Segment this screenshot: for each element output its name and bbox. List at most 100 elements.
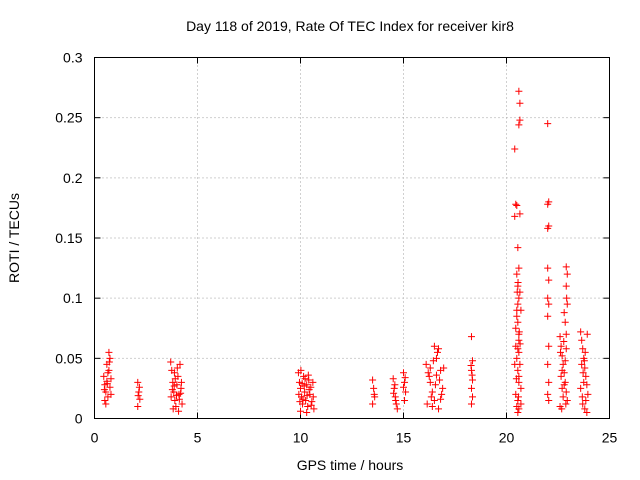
data-point [511,360,519,368]
data-point [514,300,522,308]
data-point [545,276,553,284]
data-point [106,383,114,391]
data-point [135,383,143,391]
plot-frame [94,57,610,419]
data-point [514,366,522,374]
x-tick-label: 20 [499,430,515,446]
data-point [391,381,399,389]
data-point [514,244,522,252]
y-axis-label: ROTI / TECUs [6,193,22,283]
data-point [562,330,570,338]
data-point [580,378,588,386]
data-point [105,348,113,356]
data-point [578,393,586,401]
data-point [515,348,523,356]
data-point [392,396,400,404]
data-point [557,372,565,380]
data-point [170,369,178,377]
data-point [436,376,444,384]
data-point [175,395,183,403]
data-point [370,390,378,398]
y-tick-label: 0.05 [55,350,82,366]
data-point [557,342,565,350]
data-point [467,333,475,341]
data-point [301,388,309,396]
data-point [558,352,566,360]
data-point [171,396,179,404]
data-point [578,360,586,368]
data-point [556,348,564,356]
data-point [100,372,108,380]
data-point [392,400,400,408]
data-point [170,382,178,390]
data-point [107,375,115,383]
data-point [515,121,523,129]
data-point [369,376,377,384]
data-point [579,369,587,377]
data-point [423,400,431,408]
data-point [516,116,524,124]
data-point [168,386,176,394]
data-point [516,210,524,218]
data-point [581,405,589,413]
chart-title: Day 118 of 2019, Rate Of TEC Index for r… [186,18,514,34]
y-tick-label: 0.15 [55,230,82,246]
grid [94,57,610,419]
data-point [517,384,525,392]
data-point [296,398,304,406]
data-point [369,400,377,408]
data-point [297,366,305,374]
data-point [424,369,432,377]
data-point [581,348,589,356]
data-point [172,392,180,400]
data-point [428,402,436,410]
data-point [304,402,312,410]
data-point [370,384,378,392]
data-point [514,279,522,287]
data-point [544,294,552,302]
data-point [309,378,317,386]
data-point [544,390,552,398]
x-tick-label: 25 [602,430,618,446]
data-point [177,389,185,397]
data-point [545,396,553,404]
data-point [558,405,566,413]
data-point [428,388,436,396]
data-point [400,369,407,377]
data-point [544,360,552,368]
data-point [562,400,570,408]
data-point [562,282,570,290]
data-point [512,324,520,332]
data-point [560,337,568,345]
data-point [104,369,112,377]
data-point [579,400,587,408]
data-point [102,400,110,408]
data-point [401,396,409,404]
data-point [171,375,179,383]
data-point [545,300,553,308]
data-point [431,381,439,389]
data-point [297,384,304,392]
data-point [422,360,430,368]
data-point [430,342,438,350]
data-point [435,345,443,353]
data-point [390,384,398,392]
data-point [440,364,448,372]
x-tick-label: 15 [396,430,412,446]
data-point [545,342,553,350]
data-point [544,224,552,232]
data-point [512,200,520,208]
data-point [544,264,552,272]
data-point [563,294,571,302]
data-point [427,393,435,401]
data-point [513,270,521,278]
data-point [100,386,108,394]
data-point [469,357,477,365]
data-point [563,300,571,308]
data-point [517,400,525,408]
data-points [100,87,592,416]
data-point [559,360,567,368]
data-point [581,364,589,372]
x-tick-label: 10 [293,430,309,446]
data-point [175,407,183,415]
